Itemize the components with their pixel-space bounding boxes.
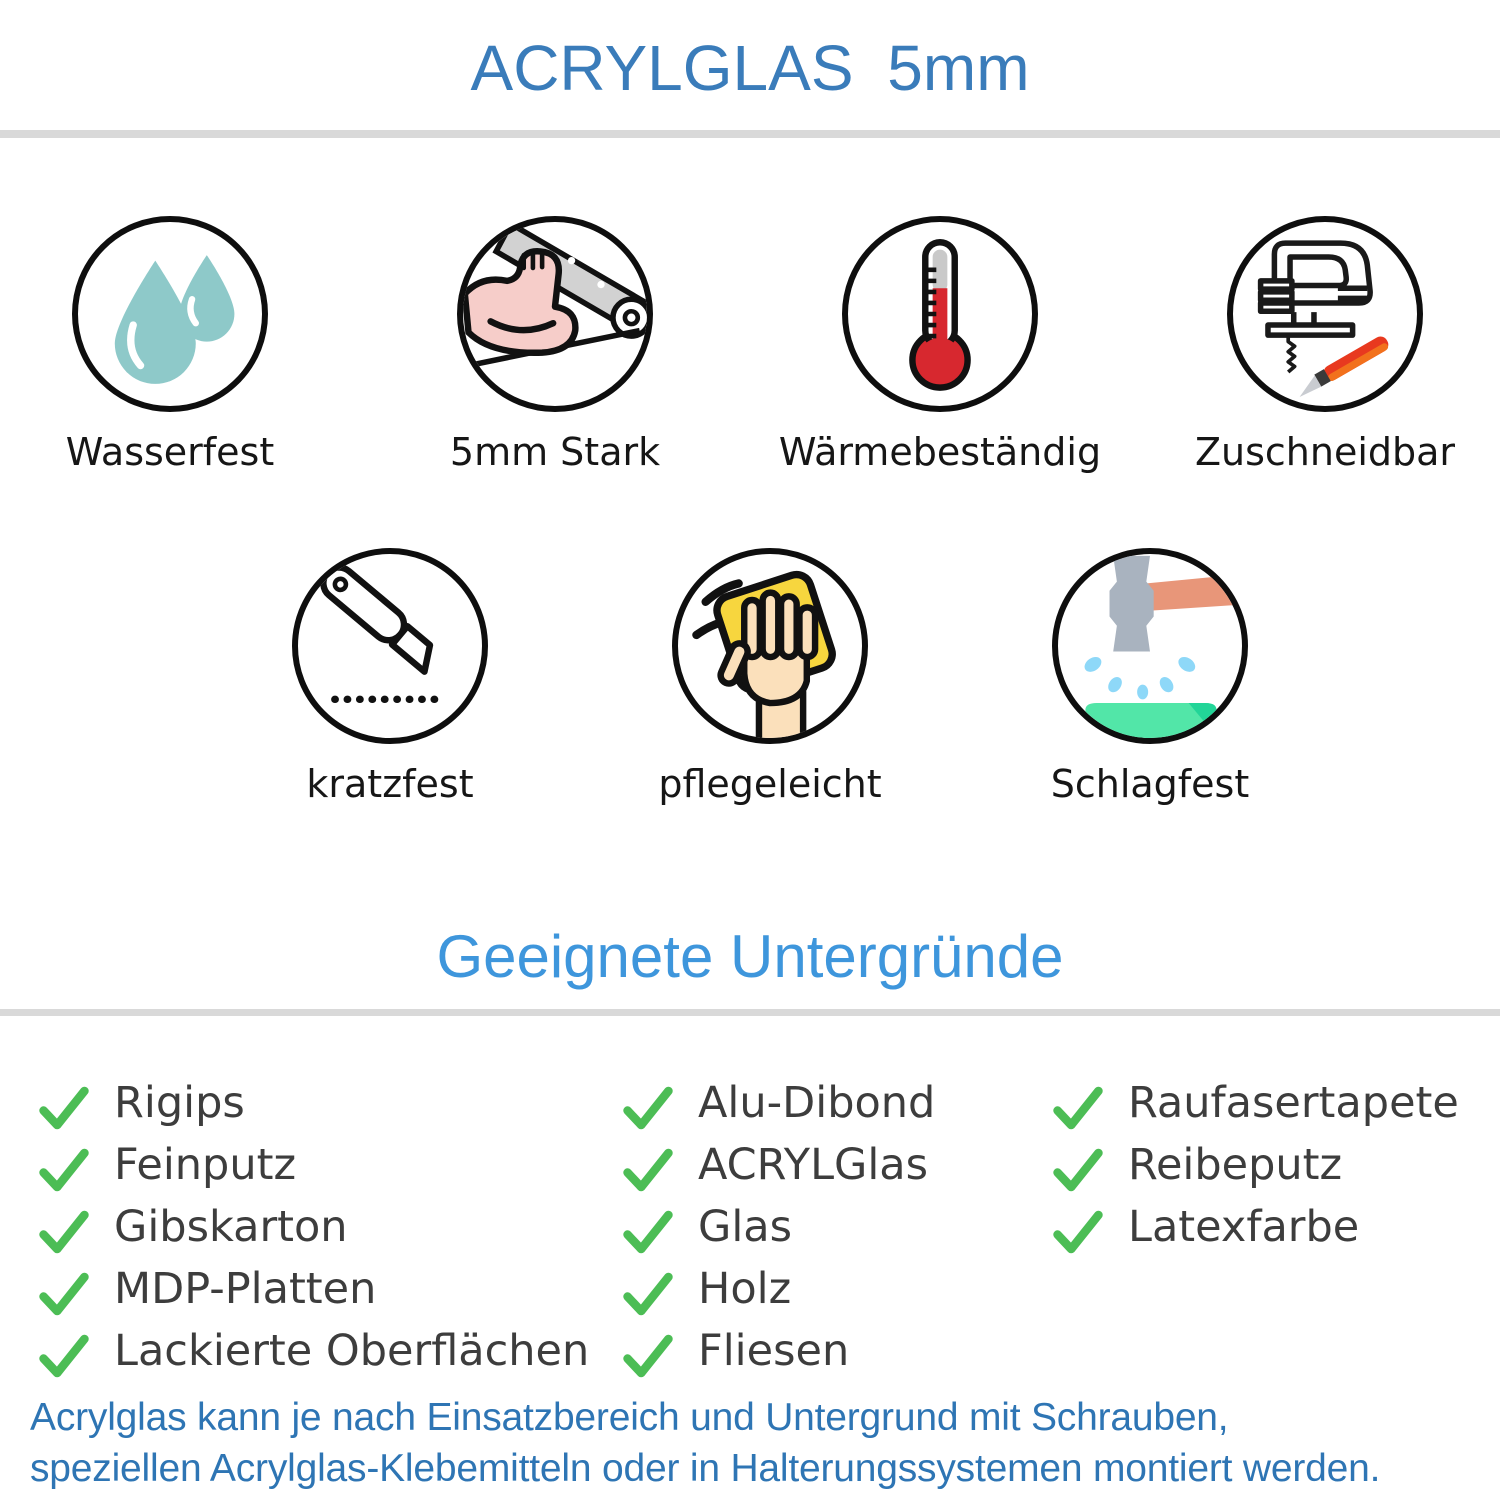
substrate-item: Raufasertapete <box>1052 1072 1459 1134</box>
feature-icon-circle <box>292 548 488 744</box>
feature-label: Wasserfest <box>65 430 275 474</box>
feature-item: 5mm Stark <box>450 216 660 474</box>
feature-label: Zuschneidbar <box>1194 430 1456 474</box>
substrate-item: Reibeputz <box>1052 1134 1459 1196</box>
substrate-label: MDP-Platten <box>114 1264 377 1314</box>
feature-item: Zuschneidbar <box>1195 216 1455 474</box>
features-row-1: Wasserfest 5mm Stark Wärmebeständig <box>66 216 1455 474</box>
section-title-untergruende: Geeignete Untergründe <box>436 923 1064 990</box>
substrate-item: Gibskarton <box>38 1196 589 1258</box>
substrate-item: MDP-Platten <box>38 1258 589 1320</box>
substrate-item: Rigips <box>38 1072 589 1134</box>
checkmark-icon <box>39 1334 89 1378</box>
substrate-item: Alu-Dibond <box>622 1072 935 1134</box>
feature-icon-circle <box>457 216 653 412</box>
substrate-label: Glas <box>698 1202 793 1252</box>
feature-label: kratzfest <box>306 762 474 806</box>
substrate-label: Alu-Dibond <box>698 1078 936 1128</box>
cutter-knife-icon <box>320 564 440 704</box>
water-drops-icon <box>114 255 235 384</box>
checkmark-icon <box>1053 1210 1103 1254</box>
feature-item: Schlagfest <box>1050 548 1250 806</box>
checkmark-icon <box>623 1272 673 1316</box>
substrate-column-1: Rigips Feinputz Gibskarton MDP-Platten L… <box>38 1072 589 1382</box>
checkmark-icon <box>39 1086 89 1130</box>
divider-top <box>0 130 1500 138</box>
substrate-item: Latexfarbe <box>1052 1196 1459 1258</box>
feature-item: Wärmebeständig <box>779 216 1101 474</box>
feature-item: Wasserfest <box>66 216 274 474</box>
substrate-item: Holz <box>622 1258 935 1320</box>
checkmark-icon <box>623 1086 673 1130</box>
substrate-label: Holz <box>698 1264 792 1314</box>
checkmark-icon <box>1053 1148 1103 1192</box>
feature-icon-circle <box>1227 216 1423 412</box>
feature-item: kratzfest <box>290 548 490 806</box>
feature-icon-circle <box>672 548 868 744</box>
substrate-label: Rigips <box>114 1078 245 1128</box>
wiping-hand-icon <box>692 570 836 738</box>
substrate-label: Latexfarbe <box>1128 1202 1360 1252</box>
substrate-label: Reibeputz <box>1128 1140 1343 1190</box>
hammer-icon <box>1084 555 1242 738</box>
jigsaw-cutter-icon <box>1257 240 1389 397</box>
substrate-item: Glas <box>622 1196 935 1258</box>
checkmark-icon <box>1053 1086 1103 1130</box>
substrate-column-2: Alu-Dibond ACRYLGlas Glas Holz Fliesen <box>622 1072 935 1382</box>
substrate-column-3: Raufasertapete Reibeputz Latexfarbe <box>1052 1072 1459 1258</box>
substrate-label: Gibskarton <box>114 1202 348 1252</box>
substrate-item: ACRYLGlas <box>622 1134 935 1196</box>
feature-item: pflegeleicht <box>658 548 882 806</box>
page-title: ACRYLGLAS 5mm <box>470 32 1030 104</box>
checkmark-icon <box>623 1210 673 1254</box>
feature-icon-circle <box>842 216 1038 412</box>
substrate-label: ACRYLGlas <box>698 1140 929 1190</box>
checkmark-icon <box>39 1148 89 1192</box>
flexed-arm-icon <box>463 222 647 369</box>
feature-label: 5mm Stark <box>449 430 661 474</box>
substrate-label: Fliesen <box>698 1326 850 1376</box>
feature-label: Schlagfest <box>1050 762 1250 806</box>
checkmark-icon <box>39 1272 89 1316</box>
checkmark-icon <box>39 1210 89 1254</box>
substrate-item: Feinputz <box>38 1134 589 1196</box>
substrate-label: Lackierte Oberflächen <box>114 1326 590 1376</box>
feature-label: Wärmebeständig <box>778 430 1102 474</box>
substrate-label: Feinputz <box>114 1140 297 1190</box>
feature-label: pflegeleicht <box>658 762 882 806</box>
feature-icon-circle <box>72 216 268 412</box>
checkmark-icon <box>623 1334 673 1378</box>
footer-note: Acrylglas kann je nach Einsatzbereich un… <box>30 1392 1380 1494</box>
substrate-item: Fliesen <box>622 1320 935 1382</box>
footer-line-1: Acrylglas kann je nach Einsatzbereich un… <box>30 1396 1229 1439</box>
feature-icon-circle <box>1052 548 1248 744</box>
divider-substrates <box>0 1009 1500 1016</box>
substrates-list: Rigips Feinputz Gibskarton MDP-Platten L… <box>0 1072 1500 1402</box>
footer-line-2: speziellen Acrylglas-Klebemitteln oder i… <box>30 1447 1381 1490</box>
substrate-label: Raufasertapete <box>1128 1078 1459 1128</box>
substrate-item: Lackierte Oberflächen <box>38 1320 589 1382</box>
features-row-2: kratzfest pflegeleicht <box>290 548 1250 806</box>
checkmark-icon <box>623 1148 673 1192</box>
thermometer-icon <box>909 239 971 391</box>
